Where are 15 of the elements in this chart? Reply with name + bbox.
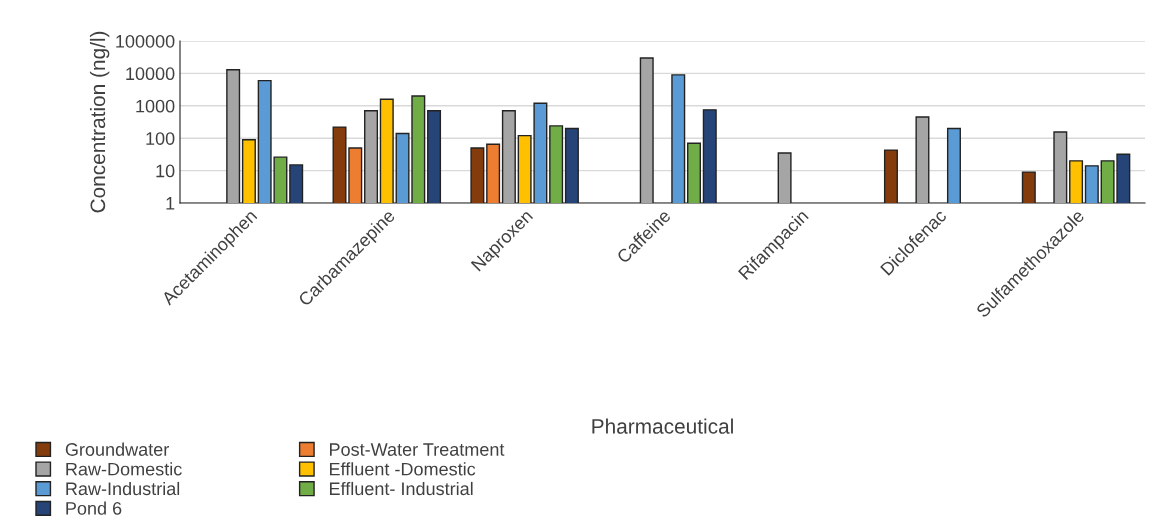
legend-label: Effluent- Industrial <box>329 481 473 496</box>
legend-label: Effluent -Domestic <box>329 462 476 476</box>
legend-label: Raw-Domestic <box>66 462 182 476</box>
y-tick-label: 1000 <box>136 99 175 113</box>
y-tick-label: 10 <box>156 164 175 178</box>
x-axis-title: Pharmaceutical <box>592 418 733 434</box>
legend-label: Raw-Industrial <box>66 481 180 496</box>
legend-label: Pond 6 <box>66 501 122 515</box>
y-tick-label: 1 <box>166 197 175 210</box>
y-tick-label: 100 <box>146 132 175 145</box>
legend-label: Post-Water Treatment <box>329 443 505 456</box>
y-tick-label: 10000 <box>126 67 175 81</box>
y-axis-title: Concentration (ng/l) <box>89 31 110 213</box>
y-tick-label: 100000 <box>116 34 175 48</box>
legend-label: Groundwater <box>65 442 169 456</box>
